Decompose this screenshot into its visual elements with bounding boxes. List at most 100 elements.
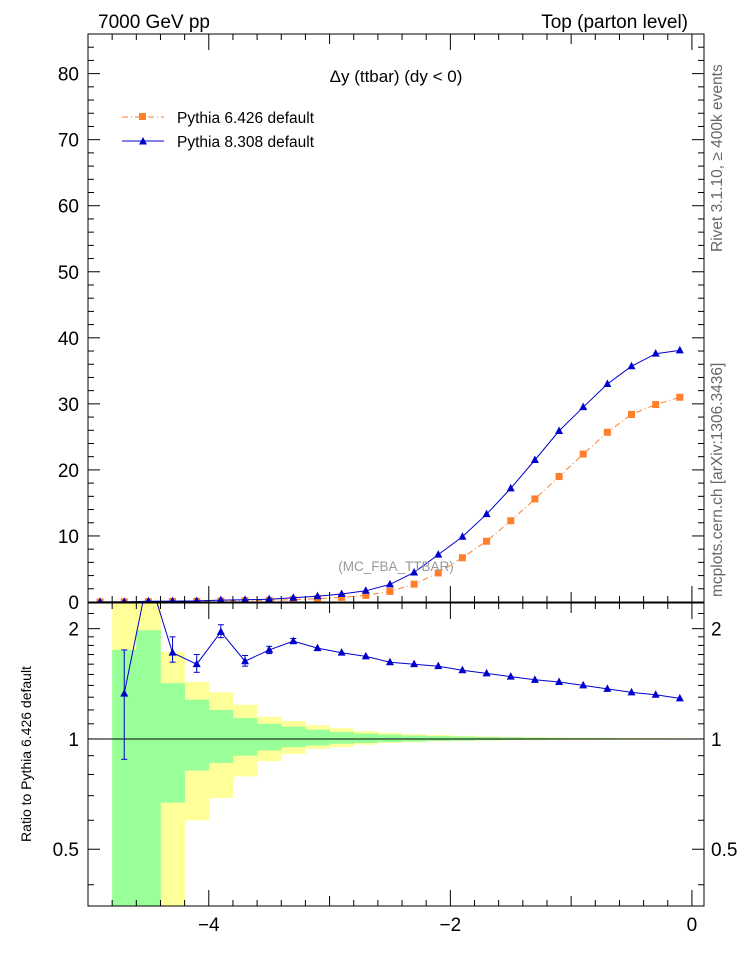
- data-point-pythia6: [507, 517, 515, 525]
- ratio-point-pythia8: [458, 665, 467, 674]
- data-point-pythia8: [217, 595, 225, 602]
- main-y-axis: 0 10 20 30 40 50 60 70 80: [58, 46, 704, 614]
- data-point-pythia6: [603, 428, 611, 436]
- data-point-pythia6: [555, 473, 563, 481]
- main-y-tick-label: 70: [58, 131, 79, 152]
- data-point-pythia8: [410, 567, 419, 576]
- ratio-point-pythia8: [144, 571, 152, 579]
- data-point-pythia8: [627, 361, 636, 370]
- ratio-series-group: [120, 571, 684, 760]
- main-y-tick-label: 40: [58, 329, 79, 350]
- data-point-pythia8: [241, 595, 249, 602]
- ratio-point-pythia8: [168, 648, 177, 656]
- header-right: Top (parton level): [541, 12, 688, 33]
- ratio-point-pythia8: [265, 645, 274, 653]
- data-point-pythia6: [579, 450, 587, 458]
- main-y-tick-label: 10: [58, 527, 79, 548]
- data-point-pythia6: [410, 580, 418, 588]
- green-band-bin: [136, 630, 161, 906]
- ratio-line-pythia8: [123, 603, 680, 699]
- analysis-tag: (MC_FBA_TTBAR): [338, 559, 454, 574]
- ratio-point-pythia8: [675, 693, 684, 702]
- data-point-pythia6: [652, 401, 660, 409]
- ratio-point-pythia8: [434, 661, 443, 670]
- data-point-pythia8: [313, 591, 322, 600]
- data-point-pythia8: [482, 509, 491, 518]
- data-point-pythia6: [483, 537, 491, 545]
- green-band-bin: [281, 726, 306, 748]
- data-point-pythia8: [265, 594, 274, 602]
- rivet-label: Rivet 3.1.10, ≥ 400k events: [709, 64, 726, 252]
- data-point-pythia6: [531, 495, 539, 503]
- ratio-point-pythia8: [289, 636, 298, 645]
- ratio-point-pythia8: [603, 684, 612, 692]
- data-point-pythia6: [338, 593, 346, 601]
- green-band-bin: [257, 723, 282, 751]
- data-point-pythia8: [675, 345, 684, 354]
- green-band-bin: [232, 718, 258, 756]
- ratio-y-tick-label-right: 2: [711, 620, 722, 641]
- data-point-pythia8: [458, 532, 467, 540]
- x-axis: −4 −2 0: [111, 34, 698, 936]
- data-point-pythia6: [386, 587, 394, 595]
- ratio-y-tick-label: 1: [68, 730, 79, 751]
- data-point-pythia8: [555, 426, 564, 434]
- main-series-group: [96, 345, 684, 602]
- ratio-y-axis: 0.5 0.5 1 1 2 2: [53, 612, 737, 886]
- data-point-pythia8: [193, 596, 200, 602]
- ratio-point-pythia8: [579, 680, 588, 689]
- data-point-pythia8: [651, 349, 660, 357]
- data-point-pythia6: [362, 591, 370, 599]
- data-point-pythia8: [289, 593, 298, 601]
- legend-label-pythia8: Pythia 8.308 default: [177, 134, 315, 151]
- main-y-tick-label: 60: [58, 197, 79, 218]
- main-frame: [87, 33, 705, 603]
- ratio-y-tick-label: 0.5: [53, 840, 79, 861]
- header-left: 7000 GeV pp: [98, 12, 210, 33]
- data-point-pythia8: [97, 597, 103, 602]
- data-point-pythia8: [121, 597, 127, 602]
- legend: Pythia 6.426 default Pythia 8.308 defaul…: [122, 110, 315, 151]
- green-band-bin: [305, 729, 330, 746]
- mcplots-label: mcplots.cern.ch [arXiv:1306.3436]: [709, 363, 726, 597]
- green-band-bin: [160, 683, 185, 803]
- data-point-pythia6: [458, 554, 466, 562]
- green-band-bin: [329, 731, 355, 744]
- legend-marker-pythia6: [139, 113, 146, 120]
- data-point-pythia8: [169, 596, 176, 602]
- ratio-point-pythia8: [651, 690, 660, 698]
- ratio-y-tick-label-right: 0.5: [711, 840, 737, 861]
- main-y-tick-label: 20: [58, 461, 79, 482]
- main-y-tick-label: 50: [58, 263, 79, 284]
- data-point-pythia8: [385, 579, 394, 588]
- data-point-pythia8: [337, 589, 346, 598]
- ratio-point-pythia8: [530, 675, 539, 683]
- green-band-bin: [184, 699, 210, 771]
- x-tick-label: 0: [687, 915, 698, 936]
- ratio-point-pythia8: [337, 648, 346, 656]
- ratio-frame: [87, 602, 705, 907]
- data-point-pythia8: [361, 586, 370, 594]
- data-point-pythia6: [628, 410, 636, 418]
- ratio-point-pythia8: [313, 643, 322, 652]
- data-point-pythia6: [434, 569, 442, 577]
- x-tick-label: −4: [198, 915, 220, 936]
- main-y-tick-label: 30: [58, 395, 79, 416]
- ratio-point-pythia8: [192, 659, 201, 668]
- ratio-point-pythia8: [410, 659, 419, 668]
- ratio-point-pythia8: [216, 627, 225, 635]
- data-point-pythia8: [603, 379, 612, 388]
- ratio-point-pythia8: [555, 677, 564, 686]
- ratio-point-pythia8: [627, 687, 636, 696]
- data-point-pythia8: [434, 550, 443, 558]
- data-point-pythia6: [676, 393, 684, 401]
- ratio-y-tick-label-right: 1: [711, 730, 722, 751]
- data-point-pythia8: [530, 455, 539, 463]
- ratio-point-pythia8: [506, 672, 515, 680]
- data-point-pythia8: [506, 483, 515, 492]
- green-band-bin: [208, 709, 234, 763]
- ratio-bands-group: [112, 603, 693, 906]
- main-y-tick-label: 80: [58, 65, 79, 86]
- ratio-point-pythia8: [120, 689, 129, 697]
